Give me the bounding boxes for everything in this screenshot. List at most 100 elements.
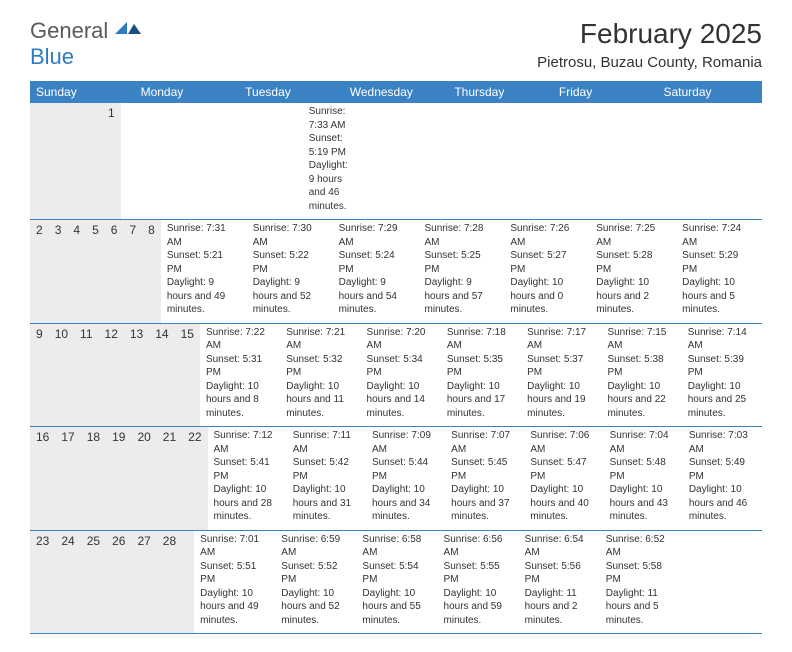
day-info-line: Sunset: 5:42 PM xyxy=(293,456,360,483)
day-info-line: Sunset: 5:29 PM xyxy=(682,249,756,276)
day-cell: Sunrise: 7:24 AMSunset: 5:29 PMDaylight:… xyxy=(676,220,762,323)
day-info-line: Daylight: 10 hours and 2 minutes. xyxy=(596,276,670,317)
day-info-line: Daylight: 10 hours and 52 minutes. xyxy=(281,587,350,628)
calendar-week: 2345678Sunrise: 7:31 AMSunset: 5:21 PMDa… xyxy=(30,220,762,324)
day-cell xyxy=(181,103,211,219)
day-body-row: Sunrise: 7:12 AMSunset: 5:41 PMDaylight:… xyxy=(208,427,762,530)
day-info-line: Daylight: 9 hours and 49 minutes. xyxy=(167,276,241,317)
day-cell: Sunrise: 6:52 AMSunset: 5:58 PMDaylight:… xyxy=(600,531,681,634)
day-info-line: Daylight: 9 hours and 46 minutes. xyxy=(309,159,348,213)
day-number: 26 xyxy=(106,531,131,634)
day-info-line: Sunrise: 7:25 AM xyxy=(596,222,670,249)
day-info-line: Sunrise: 7:11 AM xyxy=(293,429,360,456)
weekday-header: Wednesday xyxy=(344,81,449,103)
day-cell xyxy=(681,531,762,634)
day-info-line: Sunset: 5:34 PM xyxy=(367,353,435,380)
day-info-line: Sunrise: 7:09 AM xyxy=(372,429,439,456)
weekday-header: Saturday xyxy=(657,81,762,103)
calendar-week: 16171819202122Sunrise: 7:12 AMSunset: 5:… xyxy=(30,427,762,531)
day-info-line: Sunrise: 7:20 AM xyxy=(367,326,435,353)
day-cell: Sunrise: 7:04 AMSunset: 5:48 PMDaylight:… xyxy=(604,427,683,530)
day-number: 10 xyxy=(49,324,74,427)
day-cell: Sunrise: 6:56 AMSunset: 5:55 PMDaylight:… xyxy=(438,531,519,634)
weekday-header: Friday xyxy=(553,81,658,103)
day-info-line: Sunset: 5:35 PM xyxy=(447,353,515,380)
day-number-strip: 2345678 xyxy=(30,220,161,323)
day-number: 12 xyxy=(99,324,124,427)
day-body-row: Sunrise: 7:22 AMSunset: 5:31 PMDaylight:… xyxy=(200,324,762,427)
day-info-line: Sunrise: 7:29 AM xyxy=(339,222,413,249)
day-info-line: Daylight: 10 hours and 8 minutes. xyxy=(206,380,274,421)
day-info-line: Daylight: 10 hours and 17 minutes. xyxy=(447,380,515,421)
day-info-line: Daylight: 10 hours and 49 minutes. xyxy=(200,587,269,628)
day-cell: Sunrise: 7:22 AMSunset: 5:31 PMDaylight:… xyxy=(200,324,280,427)
day-number-strip: 16171819202122 xyxy=(30,427,208,530)
day-cell: Sunrise: 7:01 AMSunset: 5:51 PMDaylight:… xyxy=(194,531,275,634)
page-header: General Blue February 2025 Pietrosu, Buz… xyxy=(30,18,762,71)
day-info-line: Sunset: 5:22 PM xyxy=(253,249,327,276)
day-number xyxy=(66,103,78,219)
day-info-line: Sunset: 5:54 PM xyxy=(362,560,431,587)
day-info-line: Daylight: 10 hours and 28 minutes. xyxy=(214,483,281,524)
day-cell: Sunrise: 7:11 AMSunset: 5:42 PMDaylight:… xyxy=(287,427,366,530)
day-cell: Sunrise: 6:54 AMSunset: 5:56 PMDaylight:… xyxy=(519,531,600,634)
day-info-line: Daylight: 10 hours and 40 minutes. xyxy=(530,483,597,524)
day-info-line: Sunset: 5:27 PM xyxy=(510,249,584,276)
day-number: 8 xyxy=(142,220,161,323)
day-cell: Sunrise: 7:28 AMSunset: 5:25 PMDaylight:… xyxy=(418,220,504,323)
day-cell xyxy=(242,103,272,219)
day-cell xyxy=(272,103,302,219)
day-cell xyxy=(121,103,151,219)
day-info-line: Daylight: 10 hours and 59 minutes. xyxy=(444,587,513,628)
weeks-container: 1Sunrise: 7:33 AMSunset: 5:19 PMDaylight… xyxy=(30,103,762,634)
day-cell: Sunrise: 6:59 AMSunset: 5:52 PMDaylight:… xyxy=(275,531,356,634)
day-number: 7 xyxy=(123,220,142,323)
day-number xyxy=(78,103,90,219)
weekday-header: Monday xyxy=(135,81,240,103)
day-info-line: Daylight: 10 hours and 25 minutes. xyxy=(688,380,756,421)
day-number: 13 xyxy=(124,324,149,427)
title-block: February 2025 Pietrosu, Buzau County, Ro… xyxy=(537,18,762,71)
day-number: 24 xyxy=(55,531,80,634)
day-cell: Sunrise: 7:30 AMSunset: 5:22 PMDaylight:… xyxy=(247,220,333,323)
day-number: 5 xyxy=(86,220,105,323)
day-number xyxy=(90,103,102,219)
day-number xyxy=(182,531,194,634)
day-info-line: Daylight: 10 hours and 22 minutes. xyxy=(607,380,675,421)
day-number: 16 xyxy=(30,427,55,530)
day-info-line: Daylight: 10 hours and 37 minutes. xyxy=(451,483,518,524)
day-info-line: Sunrise: 7:14 AM xyxy=(688,326,756,353)
day-number: 18 xyxy=(81,427,106,530)
day-number: 4 xyxy=(67,220,86,323)
day-info-line: Daylight: 10 hours and 19 minutes. xyxy=(527,380,595,421)
day-cell: Sunrise: 7:17 AMSunset: 5:37 PMDaylight:… xyxy=(521,324,601,427)
day-info-line: Daylight: 10 hours and 43 minutes. xyxy=(610,483,677,524)
day-info-line: Sunrise: 7:24 AM xyxy=(682,222,756,249)
day-info-line: Sunrise: 7:06 AM xyxy=(530,429,597,456)
day-info-line: Sunrise: 7:07 AM xyxy=(451,429,518,456)
day-cell: Sunrise: 7:21 AMSunset: 5:32 PMDaylight:… xyxy=(280,324,360,427)
day-info-line: Daylight: 10 hours and 34 minutes. xyxy=(372,483,439,524)
day-cell: Sunrise: 7:18 AMSunset: 5:35 PMDaylight:… xyxy=(441,324,521,427)
day-cell: Sunrise: 7:09 AMSunset: 5:44 PMDaylight:… xyxy=(366,427,445,530)
day-number: 3 xyxy=(49,220,68,323)
day-info-line: Sunrise: 6:52 AM xyxy=(606,533,675,560)
weekday-header-row: SundayMondayTuesdayWednesdayThursdayFrid… xyxy=(30,81,762,103)
day-info-line: Sunset: 5:52 PM xyxy=(281,560,350,587)
day-info-line: Sunset: 5:25 PM xyxy=(424,249,498,276)
day-cell: Sunrise: 7:33 AMSunset: 5:19 PMDaylight:… xyxy=(303,103,354,219)
day-number: 11 xyxy=(74,324,98,427)
day-info-line: Sunrise: 7:17 AM xyxy=(527,326,595,353)
day-body-row: Sunrise: 7:31 AMSunset: 5:21 PMDaylight:… xyxy=(161,220,762,323)
weekday-header: Sunday xyxy=(30,81,135,103)
day-number: 2 xyxy=(30,220,49,323)
day-info-line: Sunset: 5:49 PM xyxy=(689,456,756,483)
day-info-line: Sunrise: 7:18 AM xyxy=(447,326,515,353)
day-info-line: Sunrise: 7:03 AM xyxy=(689,429,756,456)
day-info-line: Daylight: 10 hours and 46 minutes. xyxy=(689,483,756,524)
day-info-line: Sunrise: 7:31 AM xyxy=(167,222,241,249)
day-number-strip: 232425262728 xyxy=(30,531,194,634)
day-body-row: Sunrise: 7:33 AMSunset: 5:19 PMDaylight:… xyxy=(121,103,354,219)
day-cell xyxy=(151,103,181,219)
day-info-line: Sunrise: 6:56 AM xyxy=(444,533,513,560)
